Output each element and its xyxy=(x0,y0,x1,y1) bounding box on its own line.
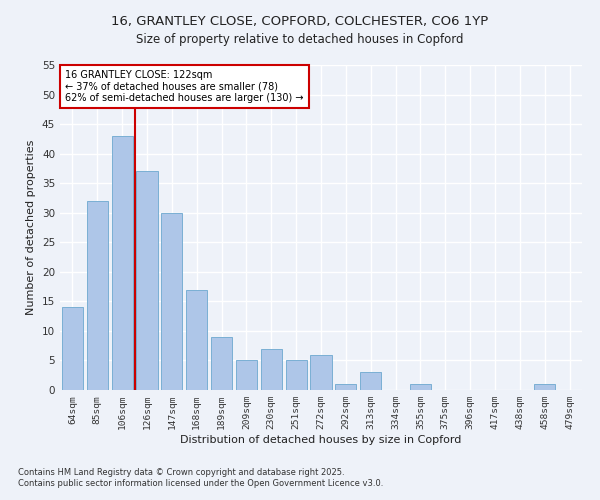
X-axis label: Distribution of detached houses by size in Copford: Distribution of detached houses by size … xyxy=(181,435,461,445)
Bar xyxy=(286,360,307,390)
Text: 16 GRANTLEY CLOSE: 122sqm
← 37% of detached houses are smaller (78)
62% of semi-: 16 GRANTLEY CLOSE: 122sqm ← 37% of detac… xyxy=(65,70,304,103)
Bar xyxy=(335,384,356,390)
Bar xyxy=(62,308,83,390)
Text: Size of property relative to detached houses in Copford: Size of property relative to detached ho… xyxy=(136,32,464,46)
Bar xyxy=(236,360,257,390)
Bar xyxy=(186,290,207,390)
Y-axis label: Number of detached properties: Number of detached properties xyxy=(26,140,37,315)
Bar xyxy=(310,354,332,390)
Bar xyxy=(161,212,182,390)
Text: 16, GRANTLEY CLOSE, COPFORD, COLCHESTER, CO6 1YP: 16, GRANTLEY CLOSE, COPFORD, COLCHESTER,… xyxy=(112,15,488,28)
Bar xyxy=(87,201,108,390)
Bar xyxy=(112,136,133,390)
Text: Contains HM Land Registry data © Crown copyright and database right 2025.
Contai: Contains HM Land Registry data © Crown c… xyxy=(18,468,383,487)
Bar xyxy=(410,384,431,390)
Bar xyxy=(136,172,158,390)
Bar xyxy=(360,372,381,390)
Bar xyxy=(211,337,232,390)
Bar xyxy=(534,384,555,390)
Bar xyxy=(261,348,282,390)
